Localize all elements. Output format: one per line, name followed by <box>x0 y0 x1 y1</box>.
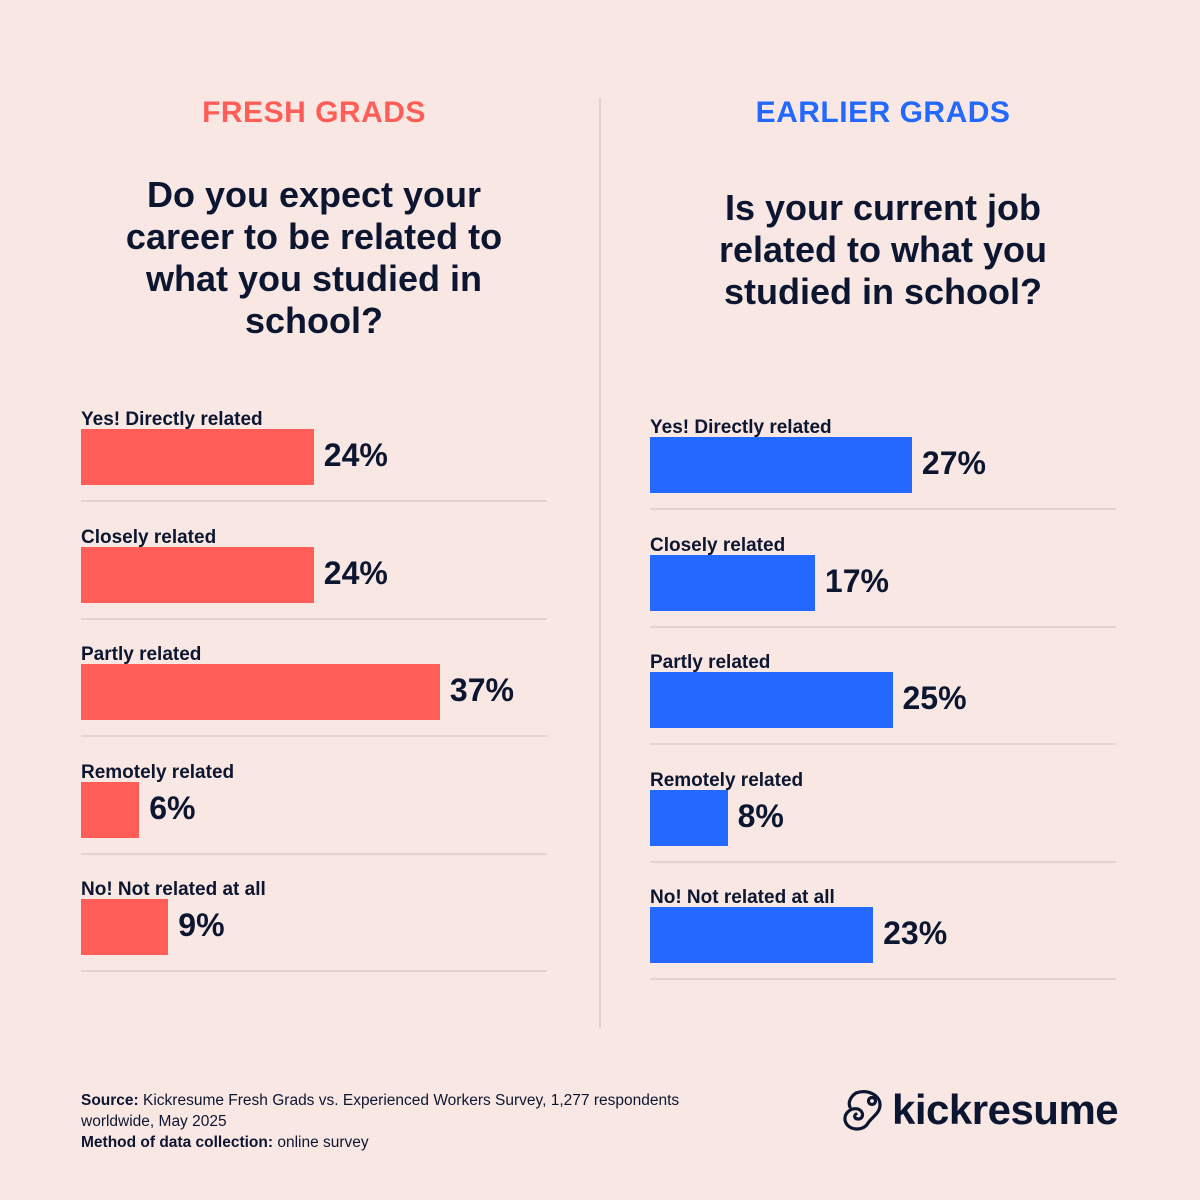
category-label: Partly related <box>81 644 202 665</box>
category-label: Remotely related <box>81 761 235 783</box>
value-label: 25% <box>902 680 967 716</box>
value-label: 17% <box>824 562 889 599</box>
bar-row: Yes! Directly related 27% <box>650 417 1116 547</box>
bar-row: Partly related 25% <box>650 652 1116 782</box>
row-separator <box>650 625 1116 628</box>
bar-row: No! Not related at all 9% <box>81 879 547 1009</box>
source-text: Kickresume Fresh Grads vs. Experienced W… <box>81 1092 680 1130</box>
value-label: 24% <box>323 437 388 473</box>
bar-row: Partly related 37% <box>81 644 547 774</box>
bar <box>81 429 314 485</box>
bar <box>650 789 728 846</box>
bar <box>650 672 893 728</box>
panel-divider <box>599 98 601 1028</box>
panel-question: Do you expect your career to be related … <box>125 174 503 341</box>
bar <box>81 546 314 603</box>
bar-row: No! Not related at all 23% <box>650 887 1116 1017</box>
row-separator <box>650 508 1116 510</box>
bar-row: Remotely related 6% <box>81 762 547 892</box>
bar <box>650 554 815 611</box>
value-label: 23% <box>883 915 948 951</box>
value-label: 8% <box>737 797 784 834</box>
chameleon-icon <box>843 1090 882 1131</box>
bar-row: Closely related 17% <box>650 535 1116 665</box>
category-label: Yes! Directly related <box>81 409 263 430</box>
row-separator <box>81 617 547 620</box>
category-label: Closely related <box>81 526 217 548</box>
bar <box>81 781 140 838</box>
method-text: online survey <box>273 1134 369 1151</box>
row-separator <box>650 860 1116 863</box>
source-footer: Source: Kickresume Fresh Grads vs. Exper… <box>81 1090 731 1153</box>
row-separator <box>81 500 547 502</box>
panel-question: Is your current job related to what you … <box>718 187 1048 312</box>
logo-wordmark: kickresume <box>892 1086 1119 1133</box>
category-label: Partly related <box>650 652 771 673</box>
category-label: Remotely related <box>650 769 804 791</box>
value-label: 9% <box>178 907 225 943</box>
bar <box>81 899 169 955</box>
method-label: Method of data collection: <box>81 1134 274 1151</box>
panel-heading: EARLIER GRADS <box>755 96 1011 129</box>
value-label: 24% <box>323 554 388 591</box>
earlier-grads-panel: EARLIER GRADS Is your current job relate… <box>650 0 1116 1000</box>
bar <box>650 907 874 963</box>
bar-row: Yes! Directly related 24% <box>81 409 547 539</box>
value-label: 6% <box>149 789 196 826</box>
kickresume-logo: kickresume <box>842 1086 1119 1134</box>
bar <box>650 437 912 493</box>
row-separator <box>81 735 547 737</box>
value-label: 27% <box>921 445 986 481</box>
row-separator <box>650 743 1116 745</box>
panel-heading: FRESH GRADS <box>202 96 426 129</box>
category-label: Yes! Directly related <box>650 417 832 438</box>
category-label: Closely related <box>650 534 786 556</box>
fresh-grads-panel: FRESH GRADS Do you expect your career to… <box>81 0 547 1000</box>
bar-row: Closely related 24% <box>81 527 547 657</box>
category-label: No! Not related at all <box>81 879 266 900</box>
row-separator <box>81 970 547 972</box>
value-label: 37% <box>449 672 514 708</box>
row-separator <box>81 852 547 855</box>
source-label: Source: <box>81 1092 139 1109</box>
bar <box>81 664 440 720</box>
category-label: No! Not related at all <box>650 887 835 908</box>
bar-row: Remotely related 8% <box>650 770 1116 900</box>
row-separator <box>650 978 1116 980</box>
